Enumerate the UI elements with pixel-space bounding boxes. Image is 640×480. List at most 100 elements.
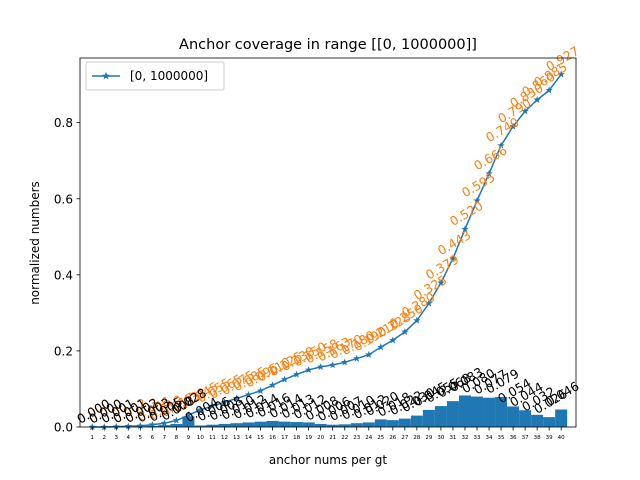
x-tick-label: 28 <box>413 435 420 441</box>
bar <box>434 406 447 427</box>
legend-box <box>85 61 225 91</box>
x-tick-label: 33 <box>474 435 481 441</box>
line-point-marker <box>425 299 433 307</box>
x-tick-label: 19 <box>305 435 312 441</box>
line-point-marker <box>389 336 397 344</box>
x-tick-label: 9 <box>187 435 191 441</box>
y-tick-label: 0.2 <box>54 344 73 358</box>
bar <box>398 418 411 427</box>
bar <box>266 420 279 427</box>
bar <box>218 423 231 427</box>
x-tick-label: 15 <box>257 435 264 441</box>
y-tick-label: 0.8 <box>54 116 73 130</box>
axes-layer: 0.00.20.40.60.81 2 3 4 5 6 7 8 9 10 11 12 13 14 15 16 17… <box>54 57 577 441</box>
line-point-marker <box>244 390 253 398</box>
x-tick-label: 34 <box>486 435 493 441</box>
line-point-marker <box>136 422 144 429</box>
bar <box>278 421 291 427</box>
bar <box>254 421 267 427</box>
x-tick-label: 36 <box>510 435 517 441</box>
x-tick-label: 29 <box>425 435 432 441</box>
x-tick-label: 7 <box>163 435 167 441</box>
bar <box>422 409 435 427</box>
bar <box>326 424 339 427</box>
line-point-marker <box>413 316 421 324</box>
line-point-marker <box>124 422 132 430</box>
bar <box>206 424 219 427</box>
line-point-marker <box>280 375 289 383</box>
line-point-marker <box>377 343 385 351</box>
line-point-marker <box>184 411 193 419</box>
bar <box>338 424 351 427</box>
x-tick-label: 1 <box>90 435 94 441</box>
bar <box>386 420 399 427</box>
bar <box>507 406 520 427</box>
line-point-marker <box>293 370 301 378</box>
x-tick-label: 35 <box>498 435 505 441</box>
bar <box>471 396 483 427</box>
x-tick-label: 31 <box>449 435 456 441</box>
bar <box>182 416 195 427</box>
line-point-marker <box>317 363 325 370</box>
bar <box>374 419 387 427</box>
line-point-marker <box>461 225 469 233</box>
bar <box>290 422 303 427</box>
bar <box>302 422 315 427</box>
line-point-marker <box>533 96 541 103</box>
x-tick-label: 32 <box>461 435 468 441</box>
x-tick-label: 25 <box>377 435 384 441</box>
bar <box>158 425 171 427</box>
bars-layer <box>110 395 568 427</box>
bar <box>230 423 243 427</box>
bar <box>314 423 327 427</box>
bar <box>350 423 363 427</box>
legend-label: [0, 1000000] <box>130 69 208 83</box>
line-point-marker <box>401 328 409 335</box>
x-tick-label: 16 <box>269 435 276 441</box>
x-tick-label: 14 <box>245 435 252 441</box>
line-point-marker <box>305 366 313 374</box>
bar <box>410 415 423 427</box>
line-point-marker <box>521 107 529 115</box>
line-point-marker <box>172 416 180 424</box>
bar <box>446 401 459 427</box>
line-point-marker <box>208 402 217 410</box>
x-tick-label: 27 <box>401 435 408 441</box>
line-point-marker <box>437 279 445 286</box>
y-tick-label: 0.4 <box>54 268 73 282</box>
bar <box>242 422 255 427</box>
bar <box>170 423 183 427</box>
bar <box>458 395 471 427</box>
x-tick-label: 26 <box>389 435 396 441</box>
x-tick-label: 24 <box>365 435 372 441</box>
x-tick-label: 11 <box>209 435 216 441</box>
line-point-marker <box>341 358 349 366</box>
x-tick-label: 38 <box>534 435 541 441</box>
x-tick-label: 10 <box>197 435 204 441</box>
bar <box>146 425 159 427</box>
bar <box>519 410 532 427</box>
line-point-marker <box>268 381 277 389</box>
x-tick-label: 23 <box>353 435 360 441</box>
bar <box>194 425 207 427</box>
line-point-marker <box>232 394 241 402</box>
line-point-marker <box>256 387 265 394</box>
x-tick-label: 18 <box>293 435 300 441</box>
x-tick-label: 3 <box>115 435 119 441</box>
line-point-marker <box>329 361 337 369</box>
line-point-marker <box>509 122 517 130</box>
legend: [0, 1000000] <box>85 61 225 91</box>
x-tick-label: 2 <box>102 435 106 441</box>
x-tick-label: 17 <box>281 435 288 441</box>
line-point-marker <box>160 419 168 427</box>
x-tick-label: 5 <box>139 435 143 441</box>
line-point-marker <box>485 169 493 177</box>
bar <box>543 417 556 427</box>
line-point-marker <box>148 420 156 428</box>
bar <box>531 414 544 427</box>
line-point-marker <box>365 350 373 358</box>
y-tick-label: 0.0 <box>54 421 73 435</box>
legend-star-marker <box>102 71 110 80</box>
line-point-marker <box>473 196 481 204</box>
